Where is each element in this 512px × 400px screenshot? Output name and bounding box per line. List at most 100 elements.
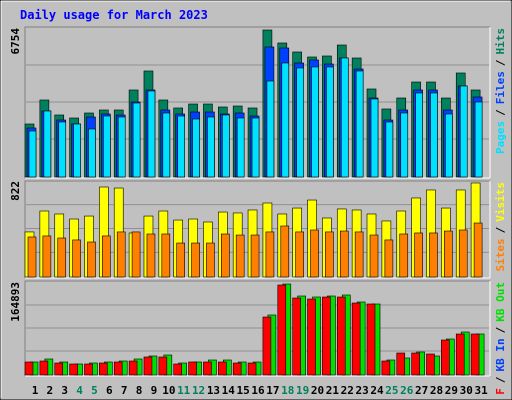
bar: [414, 232, 423, 278]
legend-entry: Pages: [494, 121, 507, 154]
bar: [354, 231, 364, 278]
x-tick-label: 5: [91, 384, 98, 397]
bar: [455, 333, 465, 376]
bar: [103, 115, 111, 178]
bar: [336, 296, 346, 376]
bar: [117, 116, 126, 178]
x-tick-label: 31: [474, 384, 488, 397]
bar: [311, 66, 319, 178]
bar: [88, 128, 96, 178]
bar: [426, 353, 435, 376]
bar: [474, 101, 483, 178]
legend-entry: KB F: [494, 388, 507, 400]
bar: [102, 235, 111, 278]
x-tick-label: 8: [136, 384, 143, 397]
bar: [366, 303, 376, 376]
bar: [206, 242, 215, 278]
bar: [325, 231, 334, 278]
x-tick-label: 3: [61, 384, 68, 397]
bar: [430, 92, 438, 178]
bar: [42, 235, 52, 278]
legend-separator: /: [494, 326, 507, 333]
bar: [281, 62, 290, 178]
bar: [339, 230, 349, 278]
bar: [39, 360, 49, 376]
bar: [262, 316, 272, 376]
bar: [247, 362, 257, 376]
bar: [146, 233, 156, 278]
bar: [24, 361, 34, 376]
bar: [355, 70, 364, 178]
bar: [266, 80, 275, 178]
bar: [399, 233, 409, 278]
bar: [218, 361, 227, 376]
legend-separator: /: [494, 59, 507, 66]
y-tick-label: 164893: [9, 282, 22, 322]
bar: [203, 361, 212, 376]
x-tick-label: 29: [445, 384, 458, 397]
x-tick-label: 19: [296, 384, 309, 397]
x-tick-label: 12: [192, 384, 205, 397]
x-tick-label: 23: [356, 384, 369, 397]
x-tick-label: 1: [32, 384, 39, 397]
legend-entry: Sites: [494, 238, 507, 271]
legend-separator: /: [494, 226, 507, 233]
bar: [188, 361, 197, 376]
bar: [310, 229, 319, 278]
legend-entry: KB In: [494, 338, 507, 371]
bar: [381, 360, 391, 376]
bar: [307, 298, 316, 376]
bar: [131, 231, 141, 278]
bar: [207, 116, 215, 178]
bar: [415, 92, 423, 178]
bar: [43, 110, 52, 178]
bar: [69, 363, 78, 376]
legend-entry: Visits: [494, 182, 507, 222]
bar: [429, 232, 438, 278]
x-tick-label: 7: [121, 384, 128, 397]
bar: [384, 239, 394, 278]
x-tick-label: 6: [106, 384, 113, 397]
legend: KB F / KB In / KB Out: [494, 282, 507, 400]
bar: [28, 130, 37, 178]
bar: [296, 67, 304, 178]
bar: [459, 85, 468, 178]
x-tick-label: 24: [370, 384, 384, 397]
legend-separator: /: [494, 376, 507, 383]
x-tick-label: 15: [237, 384, 250, 397]
bar: [58, 121, 67, 178]
x-tick-label: 2: [47, 384, 54, 397]
x-tick-label: 28: [430, 384, 443, 397]
bar: [54, 362, 64, 376]
bar: [458, 229, 468, 278]
bar: [173, 363, 182, 376]
bar: [280, 225, 290, 278]
x-tick-label: 26: [400, 384, 414, 397]
x-tick-label: 11: [177, 384, 191, 397]
bar: [128, 360, 138, 376]
x-tick-label: 20: [311, 384, 324, 397]
bar: [84, 363, 93, 376]
bar: [340, 57, 349, 178]
bar: [221, 233, 230, 278]
bar: [73, 123, 81, 178]
y-tick-label: 6754: [9, 28, 22, 55]
bar: [99, 362, 108, 376]
bar: [87, 241, 96, 278]
x-tick-label: 10: [162, 384, 175, 397]
bar: [191, 242, 200, 278]
bar: [322, 296, 331, 376]
bar: [351, 302, 361, 376]
bar: [400, 112, 409, 178]
legend: Pages / Files / Hits: [494, 28, 507, 154]
bar: [277, 284, 287, 376]
x-tick-label: 27: [415, 384, 428, 397]
bar: [370, 98, 379, 178]
bar: [161, 233, 171, 278]
bar: [143, 356, 153, 376]
bar: [27, 236, 37, 278]
bar: [158, 356, 168, 376]
bar: [176, 242, 185, 278]
x-tick-label: 4: [76, 384, 83, 397]
bar: [116, 231, 126, 278]
